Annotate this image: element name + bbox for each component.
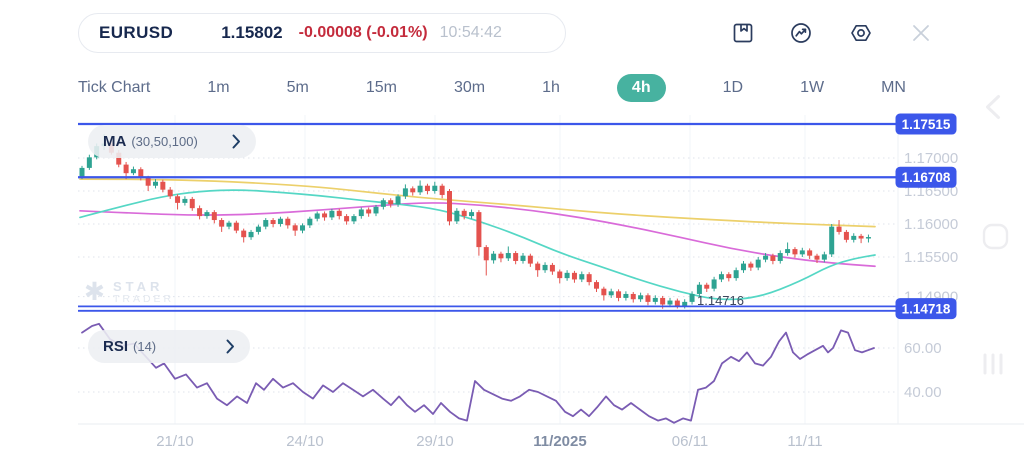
price-level-badge	[895, 298, 957, 320]
ma-30-line	[79, 189, 876, 301]
drag-handle-icon[interactable]	[981, 352, 1005, 381]
price-level-badge	[895, 166, 957, 188]
tab-mn[interactable]: MN	[881, 79, 906, 96]
collapse-panel-chevron-icon[interactable]	[984, 94, 1002, 125]
date-axis-label: 11/11	[787, 433, 822, 450]
chevron-right-icon	[226, 339, 235, 354]
rsi-label: RSI	[103, 338, 129, 355]
current-price: 1.15802	[221, 23, 283, 42]
chevron-right-icon	[232, 134, 241, 149]
rsi-indicator-button[interactable]: RSI (14)	[88, 330, 250, 363]
date-axis-label: 21/10	[156, 433, 194, 450]
tab-1w[interactable]: 1W	[800, 79, 825, 96]
ma-100-line	[79, 178, 876, 228]
tab-1h[interactable]: 1h	[542, 79, 560, 96]
price-axis-label: 1.17000	[904, 150, 958, 167]
timeframe-tabs: Tick Chart 1m 5m 15m 30m 1h 4h 1D 1W MN	[78, 72, 906, 104]
tab-30m[interactable]: 30m	[453, 79, 486, 96]
price-level-badge	[895, 113, 957, 135]
screenshot-frame-icon[interactable]	[982, 223, 1009, 255]
tab-tick-chart[interactable]: Tick Chart	[78, 79, 151, 96]
date-axis-label: 11/2025	[533, 433, 586, 450]
symbol-quote-pill[interactable]: EURUSD 1.15802 -0.00008 (-0.01%) 10:54:4…	[78, 13, 566, 53]
tab-4h[interactable]: 4h	[616, 74, 666, 102]
low-price-annotation: 1.14716	[697, 293, 744, 308]
price-level-badge-text: 1.14718	[902, 301, 951, 316]
rsi-curve	[81, 322, 875, 424]
server-time: 10:54:42	[439, 24, 502, 41]
date-axis-label: 29/10	[416, 433, 454, 450]
rsi-axis-label: 60.00	[904, 340, 942, 357]
price-change: -0.00008 (-0.01%)	[298, 24, 428, 41]
ma-params: (30,50,100)	[131, 134, 198, 149]
close-icon[interactable]	[909, 21, 933, 45]
settings-icon[interactable]	[849, 21, 873, 45]
rsi-axis-label: 40.00	[904, 384, 942, 401]
date-axis-label: 06/11	[672, 433, 708, 450]
date-gridlines	[174, 115, 806, 424]
ma-indicator-button[interactable]: MA (30,50,100)	[88, 125, 256, 158]
rsi-params: (14)	[133, 339, 157, 354]
tab-5m[interactable]: 5m	[286, 79, 309, 96]
price-axis-label: 1.16000	[904, 216, 958, 233]
date-axis-label: 24/10	[286, 433, 324, 450]
tab-1d[interactable]: 1D	[722, 79, 744, 96]
symbol-name: EURUSD	[99, 23, 174, 42]
price-axis-label: 1.15500	[904, 249, 958, 266]
ma-label: MA	[103, 133, 127, 150]
price-level-badge-text: 1.17515	[902, 117, 951, 132]
ma-50-line	[79, 202, 876, 268]
save-chart-icon[interactable]	[731, 21, 755, 45]
price-level-badge-text: 1.16708	[902, 170, 951, 185]
tab-15m[interactable]: 15m	[365, 79, 397, 96]
tab-1m[interactable]: 1m	[207, 79, 230, 96]
indicators-icon[interactable]	[789, 21, 813, 45]
candles	[79, 134, 871, 309]
